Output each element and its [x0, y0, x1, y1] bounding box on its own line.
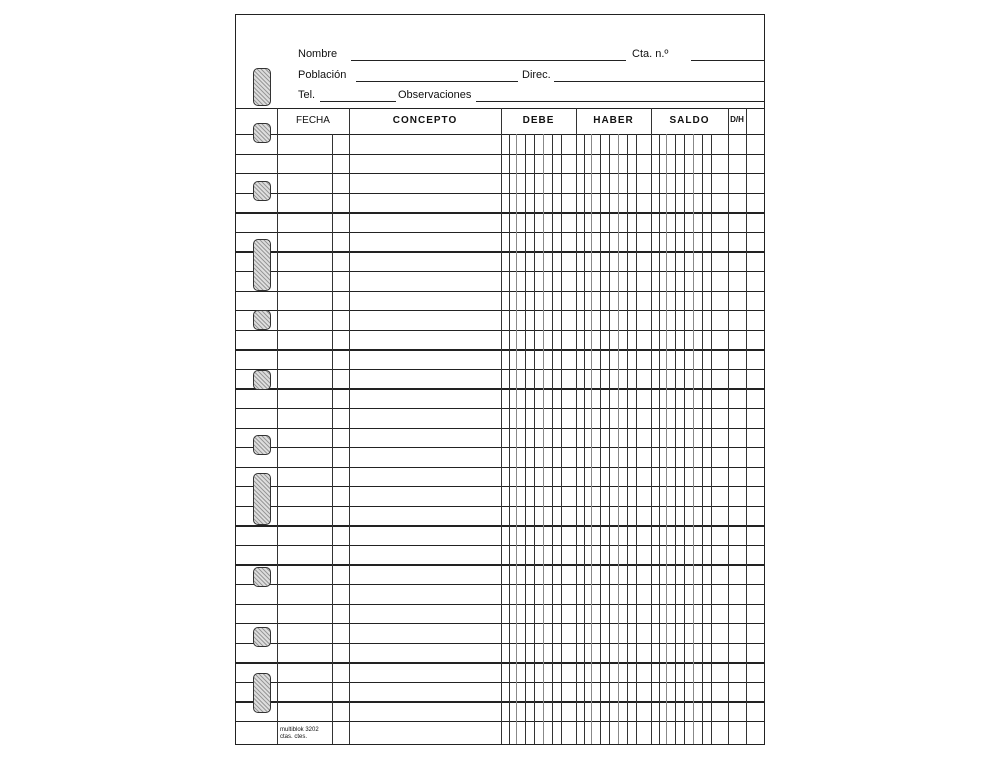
row-line: [236, 447, 764, 449]
row-line: [236, 349, 764, 351]
punch-hole-icon: [253, 68, 271, 106]
row-line: [236, 270, 764, 273]
row-line: [236, 505, 764, 508]
punch-hole-icon: [253, 567, 271, 587]
row-line: [236, 251, 764, 253]
digit-line: [627, 134, 628, 744]
digit-line: [675, 134, 676, 744]
punch-hole-icon: [253, 239, 271, 291]
digit-line: [711, 134, 712, 744]
row-line: [236, 486, 764, 488]
punch-hole-icon: [253, 673, 271, 713]
digit-line: [684, 134, 685, 744]
row-line: [236, 721, 764, 723]
row-line: [236, 642, 764, 645]
row-line: [236, 525, 764, 527]
column-line: [576, 108, 577, 744]
digit-line: [600, 134, 601, 744]
column-line: [651, 108, 652, 744]
digit-line: [702, 134, 703, 744]
direc-label: Direc.: [522, 69, 551, 81]
nombre-field[interactable]: [351, 60, 626, 61]
fecha-subdivider: [332, 134, 333, 744]
row-line: [236, 662, 764, 664]
row-line: [236, 212, 764, 214]
row-line: [236, 310, 764, 312]
row-line: [236, 701, 764, 703]
observaciones-label: Observaciones: [398, 89, 472, 101]
punch-hole-icon: [253, 181, 271, 201]
digit-line: [552, 134, 553, 744]
observaciones-field[interactable]: [476, 101, 764, 102]
row-line: [236, 603, 764, 605]
row-line: [236, 407, 764, 410]
digit-line: [516, 134, 517, 744]
digit-line: [609, 134, 610, 744]
row-line: [236, 623, 764, 625]
footer-code: multiblok 3202: [280, 727, 319, 733]
column-line: [728, 108, 729, 744]
digit-line: [666, 134, 667, 744]
digit-line: [693, 134, 694, 744]
punch-hole-icon: [253, 310, 271, 330]
row-line: [236, 192, 764, 194]
digit-line: [525, 134, 526, 744]
column-line: [349, 108, 350, 744]
col-fecha: FECHA: [296, 115, 330, 126]
row-line: [236, 173, 764, 175]
punch-hole-icon: [253, 473, 271, 525]
header-divider: [236, 108, 764, 110]
row-line: [236, 388, 764, 390]
row-line: [236, 584, 764, 586]
row-line: [236, 329, 764, 331]
row-line: [236, 466, 764, 468]
form-footer: multiblok 3202 ctas. ctes.: [280, 727, 319, 741]
row-line: [236, 427, 764, 429]
row-line: [236, 544, 764, 547]
row-line: [236, 681, 764, 684]
digit-line: [543, 134, 544, 744]
column-line: [746, 108, 747, 744]
punch-hole-icon: [253, 370, 271, 390]
poblacion-label: Población: [298, 69, 347, 81]
digit-line: [584, 134, 585, 744]
row-line: [236, 368, 764, 371]
direc-field[interactable]: [554, 81, 764, 82]
punch-hole-icon: [253, 435, 271, 455]
digit-line: [591, 134, 592, 744]
tel-field[interactable]: [320, 101, 396, 102]
row-line: [236, 134, 764, 136]
col-concepto: CONCEPTO: [392, 115, 458, 126]
punch-hole-icon: [253, 627, 271, 647]
row-line: [236, 290, 764, 292]
row-line: [236, 564, 764, 566]
poblacion-field[interactable]: [356, 81, 518, 82]
digit-line: [509, 134, 510, 744]
row-line: [236, 153, 764, 155]
column-line: [501, 108, 502, 744]
footer-type: ctas. ctes.: [280, 734, 308, 740]
digit-line: [618, 134, 619, 744]
row-line: [236, 231, 764, 234]
tel-label: Tel.: [298, 89, 316, 101]
digit-line: [659, 134, 660, 744]
ledger-form: Nombre Cta. n.º Población Direc. Tel. Ob…: [235, 14, 765, 745]
col-debe: DEBE: [522, 115, 555, 126]
nombre-label: Nombre: [298, 48, 338, 60]
digit-line: [636, 134, 637, 744]
col-haber: HABER: [593, 115, 634, 126]
cta-field[interactable]: [691, 60, 764, 61]
col-saldo: SALDO: [669, 115, 710, 126]
digit-line: [534, 134, 535, 744]
column-line: [277, 108, 278, 744]
col-dh: D/H: [730, 115, 744, 124]
cta-label: Cta. n.º: [632, 48, 669, 60]
digit-line: [561, 134, 562, 744]
punch-hole-icon: [253, 123, 271, 143]
